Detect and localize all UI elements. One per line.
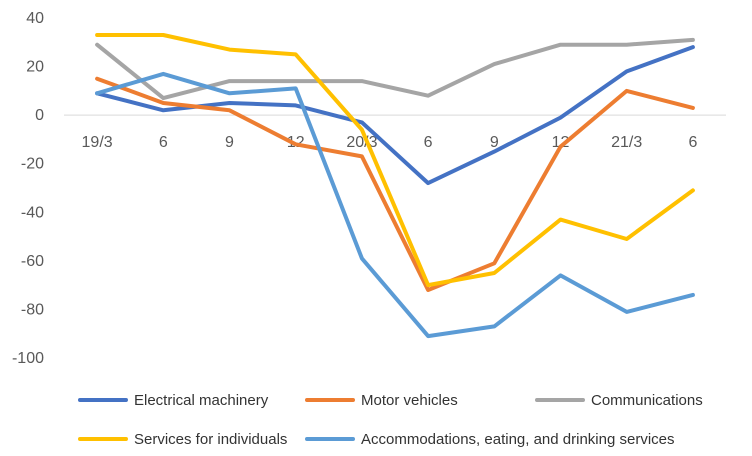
legend: Electrical machinery Motor vehicles Commun… [78,392,703,448]
x-tick-label: 6 [424,134,433,151]
y-axis-ticks: 40 20 0 -20 -40 -60 -80 -100 [12,10,44,367]
y-tick-label: -60 [21,253,44,270]
x-tick-label: 21/3 [611,134,642,151]
legend-label: Communications [591,392,703,409]
legend-label: Motor vehicles [361,392,458,409]
legend-label: Accommodations, eating, and drinking ser… [361,431,675,448]
series-line-1 [95,76,695,292]
x-tick-label: 19/3 [82,134,113,151]
legend-label: Services for individuals [134,431,287,448]
y-tick-label: 0 [35,107,44,124]
y-tick-label: 40 [26,10,44,27]
x-tick-label: 9 [490,134,499,151]
series-line-3 [95,33,695,288]
y-tick-label: -40 [21,204,44,221]
series-line-2 [95,37,695,101]
y-tick-label: 20 [26,59,44,76]
x-tick-label: 6 [159,134,168,151]
x-tick-label: 20/3 [346,134,377,151]
y-tick-label: -100 [12,350,44,367]
y-tick-label: -20 [21,156,44,173]
series-line-4 [95,71,695,339]
x-axis-ticks: 19/3 6 9 12 20/3 6 9 12 21/3 6 [82,134,698,151]
y-tick-label: -80 [21,301,44,318]
legend-label: Electrical machinery [134,392,269,409]
series-lines [95,33,695,339]
x-tick-label: 12 [552,134,570,151]
x-tick-label: 9 [225,134,234,151]
x-tick-label: 6 [688,134,697,151]
